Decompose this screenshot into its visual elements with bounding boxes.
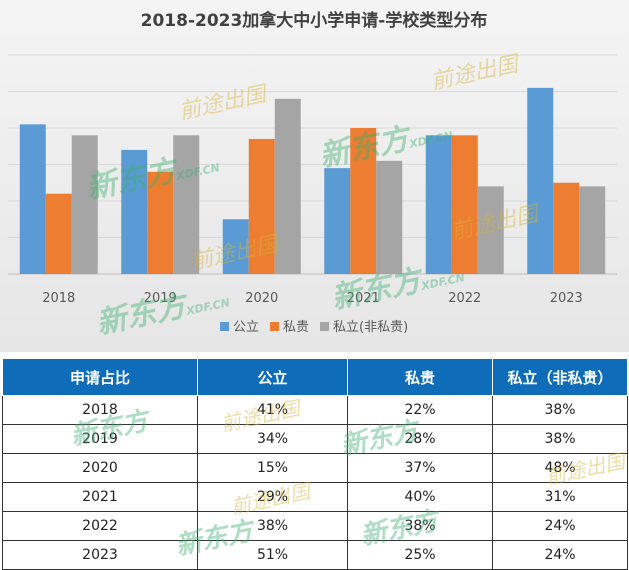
table-cell: 38%: [197, 511, 348, 541]
table-cell: 51%: [197, 540, 348, 570]
bar-2021-0: [324, 168, 351, 274]
bar-2023-2: [579, 186, 606, 274]
table-cell: 38%: [347, 511, 493, 541]
legend-swatch: [220, 322, 229, 331]
chart-title: 2018-2023加拿大中小学申请-学校类型分布: [141, 10, 488, 31]
data-table-panel: 申请占比 公立 私贵 私立（非私贵） 2018 41% 22% 38% 2019…: [0, 358, 629, 570]
table-row: 2018 41% 22% 38%: [2, 395, 628, 425]
bar-2020-1: [248, 138, 275, 274]
table-row: 2019 34% 28% 38%: [2, 424, 628, 454]
table-cell: 40%: [347, 482, 493, 512]
x-tick-label: 2019: [144, 291, 177, 306]
table-row: 2023 51% 25% 24%: [2, 540, 628, 570]
x-tick-label: 2018: [42, 291, 75, 306]
table-cell: 38%: [492, 424, 628, 454]
x-tick-label: 2021: [347, 291, 380, 306]
bar-2022-1: [451, 135, 478, 274]
table-cell: 22%: [347, 395, 493, 425]
bar-2022-0: [425, 135, 452, 274]
bar-chart: 2018-2023加拿大中小学申请-学校类型分布 2018 2019 2020 202…: [8, 10, 617, 335]
bar-2023-1: [553, 182, 580, 274]
legend-swatch: [270, 322, 279, 331]
table-row: 2020 15% 37% 48%: [2, 453, 628, 483]
x-tick-label: 2023: [550, 291, 583, 306]
legend-swatch: [320, 322, 329, 331]
table-cell: 2021: [2, 482, 198, 512]
table-cell: 41%: [197, 395, 348, 425]
bars: [19, 87, 606, 274]
bar-2018-1: [45, 193, 72, 274]
table-cell: 29%: [197, 482, 348, 512]
bar-2021-2: [376, 160, 403, 274]
table-cell: 28%: [347, 424, 493, 454]
bar-2023-0: [527, 87, 554, 274]
table-header-row: 申请占比 公立 私贵 私立（非私贵）: [2, 358, 628, 396]
table-row: 2021 29% 40% 31%: [2, 482, 628, 512]
x-axis-ticks: 2018 2019 2020 2021 2022 2023: [42, 291, 583, 306]
bar-2022-2: [477, 186, 504, 274]
table-cell: 2018: [2, 395, 198, 425]
table-cell: 15%: [197, 453, 348, 483]
bar-2020-0: [222, 219, 249, 274]
table-cell: 31%: [492, 482, 628, 512]
bar-2018-0: [19, 124, 46, 274]
legend-label: 私立(非私贵): [333, 320, 408, 335]
table-cell: 24%: [492, 540, 628, 570]
table-cell: 38%: [492, 395, 628, 425]
legend: 公立 私贵 私立(非私贵): [220, 320, 408, 335]
bar-2019-2: [173, 135, 200, 274]
table-cell: 2022: [2, 511, 198, 541]
bar-2019-0: [121, 149, 148, 274]
bar-2021-1: [350, 128, 377, 274]
table-cell: 2020: [2, 453, 198, 483]
table-row: 2022 38% 38% 24%: [2, 511, 628, 541]
x-tick-label: 2020: [245, 291, 278, 306]
gridlines: [8, 54, 617, 275]
bar-2020-2: [274, 98, 301, 274]
bar-2019-1: [147, 171, 174, 274]
table-header-cell: 私立（非私贵）: [492, 358, 628, 396]
application-share-table: 申请占比 公立 私贵 私立（非私贵） 2018 41% 22% 38% 2019…: [2, 358, 628, 570]
legend-label: 公立: [233, 320, 259, 335]
table-header-cell: 私贵: [347, 358, 493, 396]
table-cell: 2019: [2, 424, 198, 454]
table-cell: 34%: [197, 424, 348, 454]
x-tick-label: 2022: [448, 291, 481, 306]
table-cell: 37%: [347, 453, 493, 483]
table-header-cell: 公立: [197, 358, 348, 396]
table-header-cell: 申请占比: [2, 358, 198, 396]
bar-2018-2: [71, 135, 98, 274]
table-cell: 25%: [347, 540, 493, 570]
table-cell: 24%: [492, 511, 628, 541]
table-cell: 48%: [492, 453, 628, 483]
chart-panel: 2018-2023加拿大中小学申请-学校类型分布 2018 2019 2020 202…: [0, 0, 629, 352]
table-cell: 2023: [2, 540, 198, 570]
legend-label: 私贵: [283, 320, 309, 335]
